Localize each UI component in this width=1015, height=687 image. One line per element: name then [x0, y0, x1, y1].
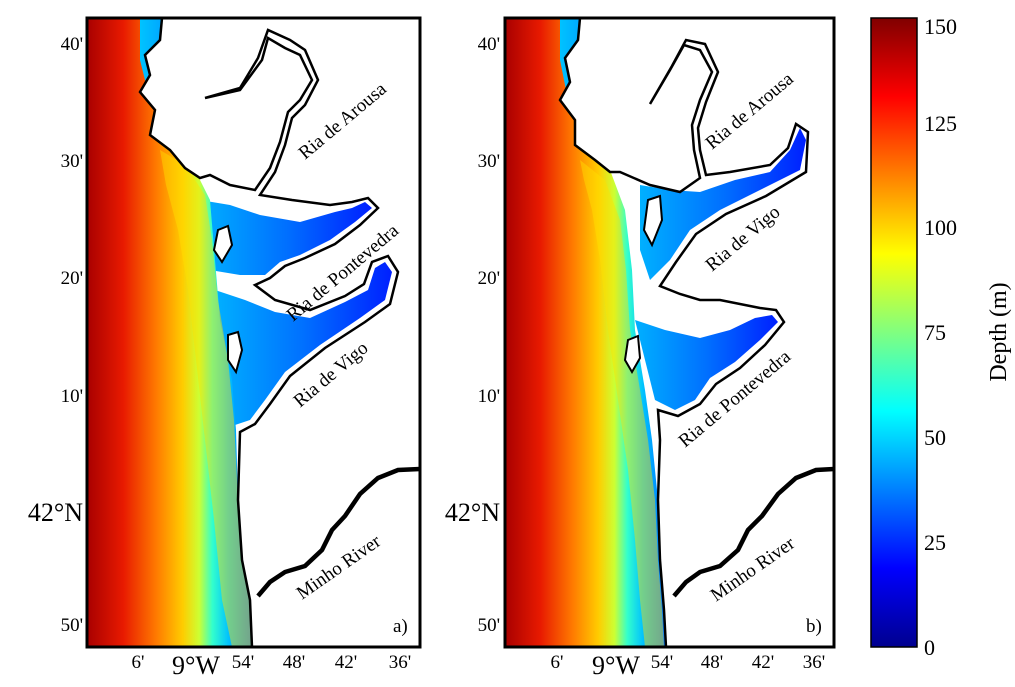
colorbar-tick: 150	[924, 14, 957, 39]
minho-river-a	[256, 466, 420, 598]
lon-tick: 6'	[551, 652, 564, 673]
colorbar-tick: 0	[924, 635, 935, 660]
lat-axis-b: 40' 30' 20' 10' 42°N 50'	[445, 34, 500, 636]
lat-tick: 30'	[478, 151, 500, 172]
panel-label-a: a)	[393, 616, 408, 637]
coastline-a	[138, 18, 420, 647]
lon-axis-a: 6' 9°W 54' 48' 42' 36'	[132, 651, 412, 680]
colorbar: 0 25 50 75 100 125 150 Depth (m)	[870, 14, 1012, 660]
colorbar-label: Depth (m)	[986, 282, 1012, 381]
lon-tick: 6'	[132, 652, 145, 673]
lon-axis-b: 6' 9°W 54' 48' 42' 36'	[551, 651, 826, 680]
lat-tick: 50'	[478, 615, 500, 636]
lat-tick: 20'	[478, 268, 500, 289]
lon-tick: 36'	[389, 652, 411, 673]
lat-tick: 30'	[61, 151, 83, 172]
lat-tick: 40'	[61, 34, 83, 55]
lat-tick-major: 42°N	[28, 498, 83, 527]
colorbar-tick: 50	[924, 425, 946, 450]
depth-field-b	[505, 18, 834, 647]
lon-tick: 36'	[803, 652, 825, 673]
lat-tick: 50'	[61, 615, 83, 636]
lon-tick: 54'	[651, 652, 673, 673]
lon-tick-major: 9°W	[592, 651, 640, 680]
lat-tick: 10'	[478, 386, 500, 407]
depth-field-a	[87, 18, 420, 647]
colorbar-tick: 25	[924, 530, 946, 555]
lon-tick: 48'	[283, 652, 305, 673]
coastline-b	[558, 18, 834, 647]
colorbar-tick: 125	[924, 111, 957, 136]
panel-label-b: b)	[806, 616, 822, 637]
lon-tick-major: 9°W	[172, 651, 220, 680]
colorbar-tick: 75	[924, 320, 946, 345]
frame-a	[85, 16, 422, 649]
lat-axis-a: 40' 30' 20' 10' 42°N 50'	[28, 34, 83, 636]
colorbar-tick: 100	[924, 215, 957, 240]
lon-tick: 42'	[752, 652, 774, 673]
map-panel-b: Ria de Arousa Ria de Vigo Ria de Ponteve…	[503, 16, 836, 649]
lat-tick: 10'	[61, 386, 83, 407]
frame-b	[503, 16, 836, 649]
lat-tick: 40'	[478, 34, 500, 55]
lon-tick: 42'	[335, 652, 357, 673]
lon-tick: 54'	[232, 652, 254, 673]
lat-tick-major: 42°N	[445, 498, 500, 527]
colorbar-ticks: 0 25 50 75 100 125 150	[924, 14, 957, 660]
lon-tick: 48'	[701, 652, 723, 673]
map-panel-a: Ria de Arousa Ria de Pontevedra Ria de V…	[85, 16, 422, 649]
colorbar-gradient	[870, 17, 918, 648]
lat-tick: 20'	[61, 268, 83, 289]
minho-river-b	[672, 466, 834, 598]
